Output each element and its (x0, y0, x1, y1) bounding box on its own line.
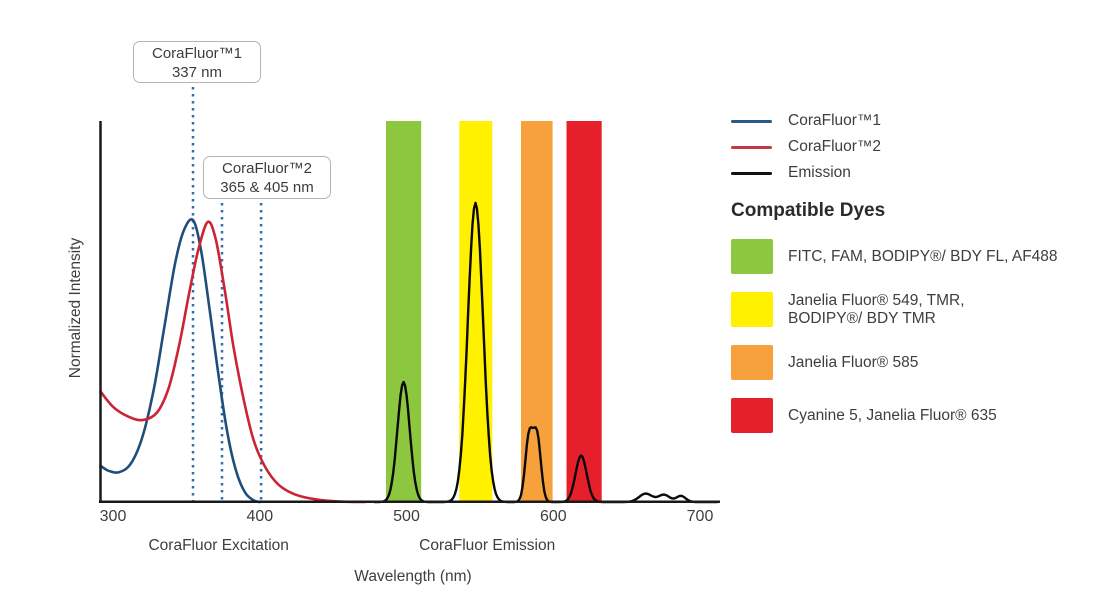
legend-label-emission: Emission (788, 164, 851, 181)
compatible-dyes-list: FITC, FAM, BODIPY®/ BDY FL, AF488 Janeli… (731, 239, 1103, 433)
legend-line-black (731, 171, 772, 175)
x-axis-title: Wavelength (nm) (354, 568, 471, 585)
spectra-chart: 300 400 500 600 700 CoraFluor Excitation CoraF… (67, 87, 720, 585)
dye-swatch-green (731, 239, 773, 274)
dye-swatch-yellow (731, 292, 773, 327)
dye-row-green: FITC, FAM, BODIPY®/ BDY FL, AF488 (731, 239, 1103, 274)
dye-row-yellow: Janelia Fluor® 549, TMR, BODIPY®/ BDY TM… (731, 292, 1103, 327)
legend-label-corafluor1: CoraFluor™1 (788, 112, 882, 129)
dye-label-orange: Janelia Fluor® 585 (788, 353, 919, 371)
callout-corafluor2: CoraFluor™2 365 & 405 nm (203, 156, 331, 199)
dye-row-red: Cyanine 5, Janelia Fluor® 635 (731, 398, 1103, 433)
filter-bands-group (386, 121, 602, 502)
dashed-markers-group (191, 87, 263, 501)
dye-row-orange: Janelia Fluor® 585 (731, 345, 1103, 380)
filter-band-1 (459, 121, 493, 502)
x-tick-300: 300 (100, 508, 127, 525)
filter-band-0 (386, 121, 422, 502)
filter-band-3 (566, 121, 602, 502)
excitation-curve-1 (99, 220, 367, 504)
legend-row-corafluor2: CoraFluor™2 (731, 134, 1103, 160)
legend-label-corafluor2: CoraFluor™2 (788, 138, 882, 155)
axis-section-label-1: CoraFluor Emission (419, 537, 555, 554)
y-axis-title: Normalized Intensity (67, 238, 84, 379)
callout-corafluor1: CoraFluor™1 337 nm (133, 41, 261, 83)
axis-text-group: 300 400 500 600 700 CoraFluor Excitation CoraF… (67, 238, 713, 585)
x-tick-400: 400 (246, 508, 273, 525)
dye-swatch-red (731, 398, 773, 433)
legend-line-red (731, 145, 772, 149)
dye-label-red: Cyanine 5, Janelia Fluor® 635 (788, 406, 997, 424)
callout-corafluor1-title: CoraFluor™1 (151, 45, 243, 62)
legend-row-emission: Emission (731, 160, 1103, 186)
dye-label-yellow: Janelia Fluor® 549, TMR, BODIPY®/ BDY TM… (788, 291, 965, 327)
excitation-curve-0 (99, 218, 262, 504)
legend-line-blue (731, 119, 772, 123)
axis-section-label-0: CoraFluor Excitation (148, 537, 288, 554)
compatible-dyes-heading: Compatible Dyes (731, 200, 886, 221)
dye-label-green: FITC, FAM, BODIPY®/ BDY FL, AF488 (788, 247, 1058, 265)
excitation-curves-group (99, 218, 367, 504)
x-tick-500: 500 (393, 508, 420, 525)
legend-row-corafluor1: CoraFluor™1 (731, 108, 1103, 134)
axes-group (99, 121, 720, 504)
callout-corafluor1-value: 337 nm (171, 64, 223, 81)
legend-panel: CoraFluor™1 CoraFluor™2 Emission Compati… (731, 108, 1103, 451)
x-tick-600: 600 (540, 508, 567, 525)
dye-swatch-orange (731, 345, 773, 380)
filter-band-2 (521, 121, 553, 502)
callout-corafluor2-value: 365 & 405 nm (220, 179, 314, 196)
callout-corafluor2-title: CoraFluor™2 (221, 160, 313, 177)
x-tick-700: 700 (687, 508, 714, 525)
